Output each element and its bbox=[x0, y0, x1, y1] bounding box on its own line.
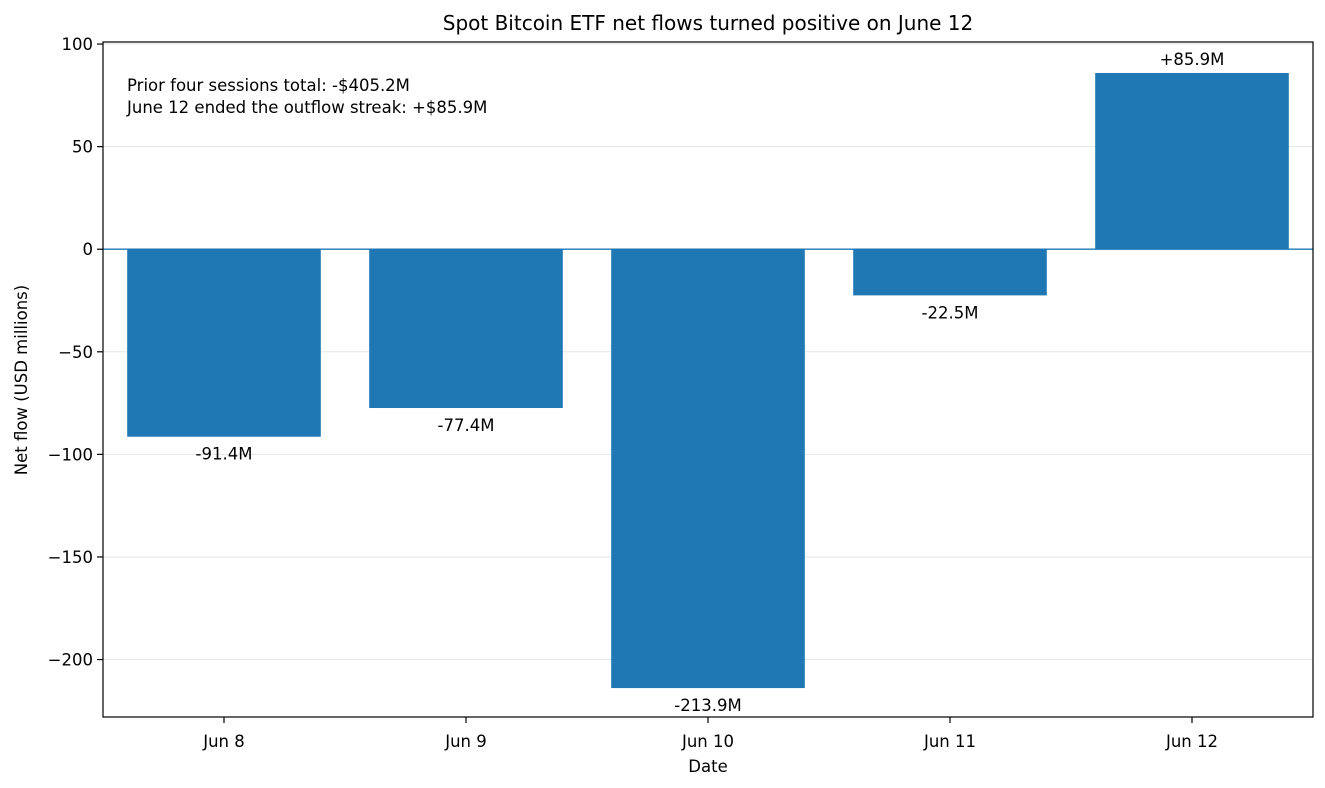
bar-value-label: -77.4M bbox=[438, 416, 495, 435]
y-tick-label: −50 bbox=[58, 343, 93, 362]
y-tick-label: 0 bbox=[83, 240, 94, 259]
bar-jun-8 bbox=[127, 249, 321, 437]
y-tick-label: 50 bbox=[72, 138, 93, 157]
bar-value-label: +85.9M bbox=[1160, 50, 1225, 69]
x-axis: Jun 8 Jun 9 Jun 10 Jun 11 Jun 12 bbox=[202, 717, 1218, 751]
x-tick-label: Jun 12 bbox=[1165, 732, 1218, 751]
annotation-line-1: Prior four sessions total: -$405.2M bbox=[127, 76, 410, 95]
y-tick-label: −150 bbox=[48, 548, 93, 567]
annotation-line-2: June 12 ended the outflow streak: +$85.9… bbox=[126, 98, 487, 117]
y-axis: 100 50 0 −50 −100 −150 −200 bbox=[48, 35, 103, 670]
y-tick-label: −100 bbox=[48, 445, 93, 464]
y-tick-label: −200 bbox=[48, 651, 93, 670]
x-tick-label: Jun 10 bbox=[681, 732, 734, 751]
y-axis-title: Net flow (USD millions) bbox=[12, 285, 31, 475]
value-labels-layer: -91.4M -77.4M -213.9M -22.5M +85.9M bbox=[196, 50, 1225, 715]
annotation-block: Prior four sessions total: -$405.2M June… bbox=[126, 76, 487, 117]
bar-jun-9 bbox=[369, 249, 563, 409]
bar-jun-11 bbox=[853, 249, 1047, 296]
bar-value-label: -22.5M bbox=[922, 303, 979, 322]
x-tick-label: Jun 8 bbox=[202, 732, 245, 751]
bar-value-label: -213.9M bbox=[674, 696, 741, 715]
bars-layer bbox=[127, 72, 1289, 689]
bar-jun-10 bbox=[611, 249, 805, 689]
bar-jun-12 bbox=[1095, 72, 1289, 250]
x-tick-label: Jun 11 bbox=[923, 732, 976, 751]
bar-value-label: -91.4M bbox=[196, 445, 253, 464]
y-tick-label: 100 bbox=[62, 35, 94, 54]
x-tick-label: Jun 9 bbox=[444, 732, 487, 751]
chart-title: Spot Bitcoin ETF net flows turned positi… bbox=[443, 11, 974, 35]
x-axis-title: Date bbox=[688, 757, 727, 776]
